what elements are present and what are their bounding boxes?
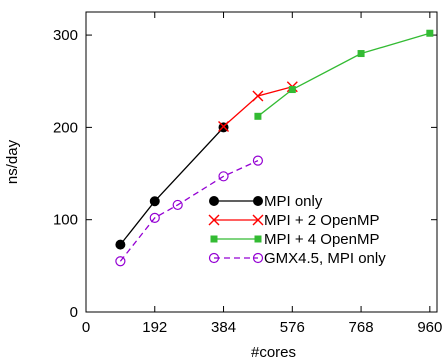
series-mpi-4-openmp (254, 29, 434, 120)
legend-label: MPI + 2 OpenMP (264, 212, 379, 229)
marker-stroke (252, 90, 264, 102)
data-point-gmx4-5-mpi-only (172, 199, 183, 211)
data-point-gmx4-5-mpi-only (218, 171, 229, 182)
legend-marker (209, 196, 219, 206)
legend-marker (210, 235, 218, 243)
legend-label: GMX4.5, MPI only (264, 250, 386, 267)
y-axis-title: ns/day (4, 139, 21, 184)
series-gmx4-5-mpi-only (115, 155, 264, 267)
series-group (115, 29, 434, 267)
series-line-gmx4-5-mpi-only (119, 160, 259, 262)
legend-marker (208, 214, 220, 226)
x-tick-label: 0 (82, 319, 90, 336)
legend-entry-mpi-4-openmp: MPI + 4 OpenMP (210, 231, 379, 248)
series-line-mpi-4-openmp (257, 32, 431, 117)
x-tick-label: 768 (349, 319, 374, 336)
data-point-mpi-2-openmp (252, 90, 264, 102)
legend-marker (208, 252, 220, 264)
marker-stroke (252, 214, 264, 226)
data-point-mpi-4-openmp (357, 50, 365, 58)
data-point-mpi-2-openmp (218, 120, 230, 132)
legend-marker (252, 214, 264, 226)
data-point-gmx4-5-mpi-only (149, 212, 160, 223)
marker-stroke (218, 120, 230, 132)
legend-label: MPI only (264, 193, 323, 210)
legend-entry-mpi-only: MPI only (209, 193, 323, 210)
legend-label: MPI + 4 OpenMP (264, 231, 379, 248)
legend-marker (252, 252, 264, 264)
series-line-mpi-only (119, 126, 225, 246)
axes: 0 192 384 576 768 960 0 100 200 300 #cores ns/day (4, 11, 442, 361)
y-tick-label: 100 (53, 212, 78, 229)
y-tick-label: 300 (53, 27, 78, 44)
marker-stroke (208, 214, 220, 226)
data-point-gmx4-5-mpi-only (252, 155, 264, 166)
x-tick-label: 576 (280, 319, 305, 336)
x-axis-title: #cores (251, 344, 296, 361)
legend: MPI only MPI + 2 OpenMP MPI + 4 OpenMP GMX4… (208, 193, 386, 267)
x-tick-label: 192 (142, 319, 167, 336)
data-point-gmx4-5-mpi-only (115, 256, 126, 267)
data-point-mpi-4-openmp (288, 86, 296, 94)
data-point-mpi-only (149, 196, 160, 207)
data-point-mpi-4-openmp (254, 112, 262, 120)
series-mpi-only (115, 122, 229, 250)
series-mpi-2-openmp (218, 81, 298, 132)
x-tick-label: 384 (211, 319, 236, 336)
data-point-mpi-4-openmp (426, 29, 434, 37)
legend-marker (253, 196, 263, 206)
x-tick-label: 960 (417, 319, 442, 336)
y-tick-label: 200 (53, 119, 78, 136)
legend-entry-mpi-2-openmp: MPI + 2 OpenMP (208, 212, 379, 229)
data-point-mpi-only (115, 239, 126, 250)
legend-marker (254, 235, 262, 243)
y-tick-label: 0 (70, 304, 78, 321)
plot-frame (85, 11, 438, 313)
series-line-mpi-2-openmp (223, 86, 293, 127)
legend-entry-gmx4-5-mpi-only: GMX4.5, MPI only (208, 250, 386, 267)
